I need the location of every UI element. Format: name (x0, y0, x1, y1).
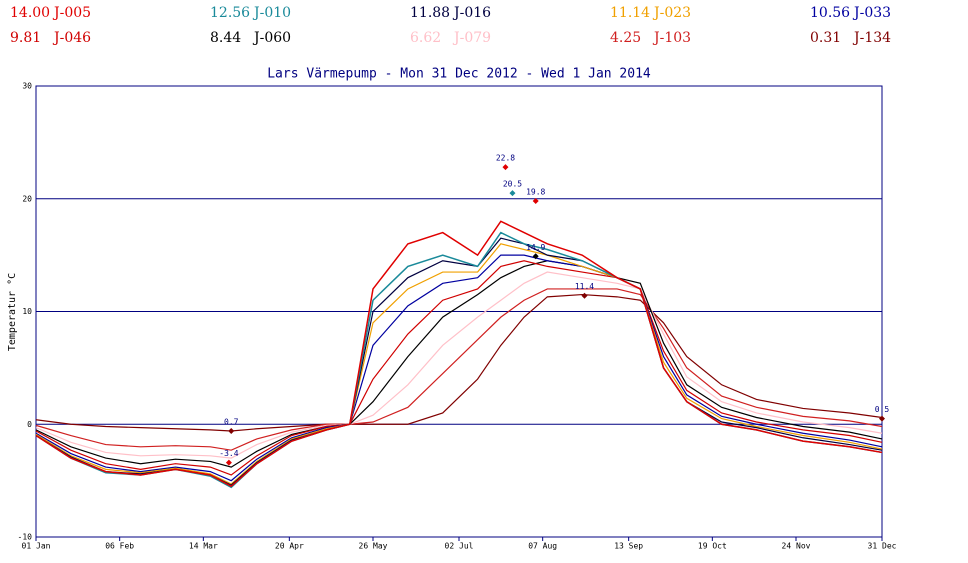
legend-value: 12.56 (210, 5, 250, 21)
x-tick-label: 31 Dec (868, 542, 897, 551)
legend-value: 11.88 (410, 5, 450, 21)
annotation-label: -3.4 (219, 449, 238, 458)
legend-value: 10.56 (810, 5, 850, 21)
x-tick-label: 07 Aug (528, 542, 557, 551)
annotation-label: 0.5 (875, 405, 890, 414)
series-line (35, 243, 883, 485)
legend-name: J-103 (652, 30, 691, 46)
series-line (35, 237, 883, 486)
series-line (35, 260, 883, 476)
annotation-label: 11.4 (575, 282, 594, 291)
annotation-label: 19.8 (526, 188, 545, 197)
series-line (35, 231, 883, 489)
legend-value: 14.00 (10, 5, 50, 21)
annotation-label: 22.8 (496, 154, 515, 163)
legend-name: J-134 (852, 30, 891, 46)
chart-title: Lars Värmepump - Mon 31 Dec 2012 - Wed 1… (267, 67, 651, 82)
y-axis-label: Temperatur °C (7, 273, 18, 351)
series-line (35, 220, 883, 488)
annotation-marker (879, 415, 885, 422)
annotation-marker (532, 198, 539, 205)
series-line (35, 254, 883, 482)
y-tick-label: 0 (27, 420, 32, 429)
legend-value: 0.31 (810, 30, 841, 46)
legend-value: 4.25 (610, 30, 641, 46)
y-tick-label: 20 (22, 194, 32, 203)
annotation-label: 0.7 (224, 418, 239, 427)
legend-name: J-016 (452, 5, 491, 21)
annotation-marker (509, 190, 516, 197)
x-tick-label: 02 Jul (445, 542, 474, 551)
y-tick-label: 30 (22, 82, 32, 91)
annotation-marker (502, 164, 509, 171)
legend-name: J-023 (652, 5, 691, 21)
legend-name: J-046 (52, 30, 91, 46)
x-tick-label: 06 Feb (105, 542, 134, 551)
x-tick-label: 14 Mar (189, 542, 218, 551)
annotation-marker (532, 253, 539, 260)
series-line (35, 288, 883, 451)
legend-name: J-033 (852, 5, 891, 21)
y-tick-label: 10 (22, 307, 32, 316)
x-tick-label: 13 Sep (614, 542, 643, 551)
x-tick-label: 26 May (359, 542, 388, 551)
legend-value: 8.44 (210, 30, 241, 46)
legend-name: J-079 (452, 30, 491, 46)
legend-value: 11.14 (610, 5, 650, 21)
annotation-label: 14.9 (526, 243, 545, 252)
series-line (35, 271, 883, 459)
legend-name: J-010 (252, 5, 291, 21)
x-tick-label: 19 Oct (698, 542, 727, 551)
legend-value: 9.81 (10, 30, 41, 46)
series-line (35, 293, 883, 432)
legend-value: 6.62 (410, 30, 441, 46)
annotation-marker (225, 459, 232, 466)
x-tick-label: 20 Apr (275, 542, 304, 551)
y-tick-label: -10 (18, 533, 33, 542)
annotation-label: 20.5 (503, 180, 522, 189)
series-line (35, 260, 883, 468)
legend-name: J-060 (252, 30, 291, 46)
legend-name: J-005 (52, 5, 91, 21)
x-tick-label: 24 Nov (782, 542, 811, 551)
annotation-marker (228, 428, 235, 435)
annotation-marker (581, 292, 588, 299)
x-tick-label: 01 Jan (22, 542, 51, 551)
